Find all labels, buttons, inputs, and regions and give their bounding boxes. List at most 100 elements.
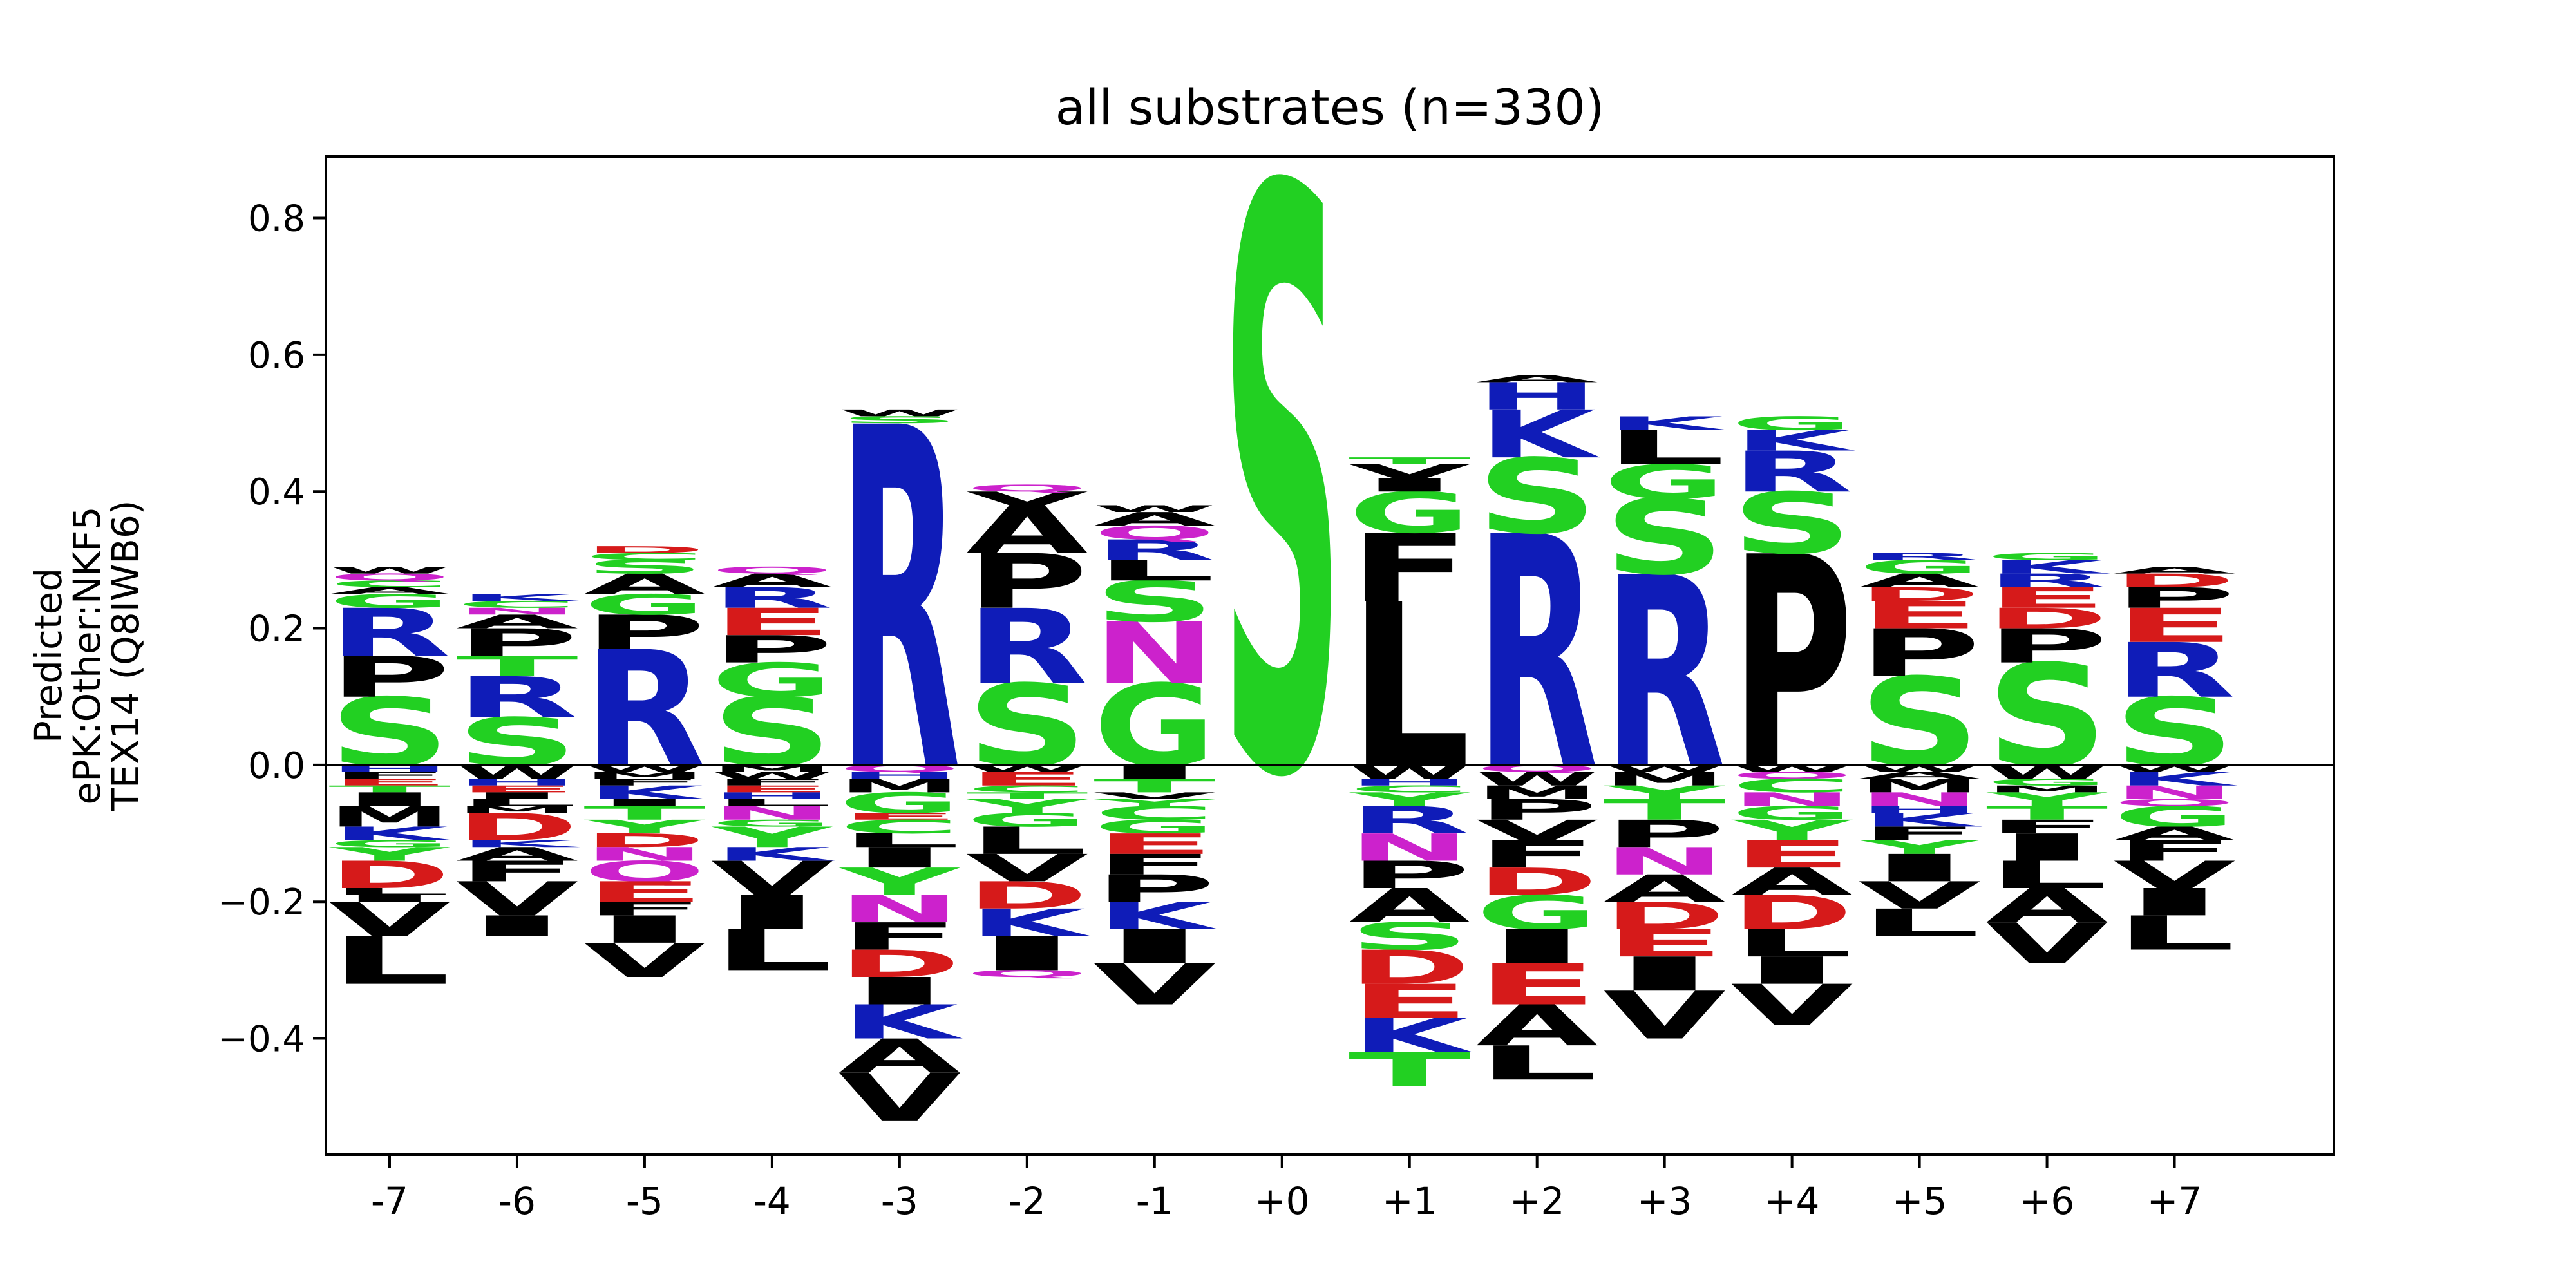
y-tick-label: 0.8 (248, 198, 305, 240)
logo-letter-K: K (1479, 397, 1600, 473)
logo-letter-E: E (2114, 598, 2236, 653)
logo-letter-I: I (838, 842, 961, 875)
logo-letter-L: L (1094, 554, 1216, 587)
logo-letter-E: E (583, 876, 706, 909)
logo-letter-E: E (711, 600, 833, 644)
logo-letter-Q: Q (2114, 797, 2236, 808)
logo-letter-K: K (459, 592, 580, 603)
logo-letter-F: F (838, 915, 961, 959)
logo-letter-V: V (1094, 952, 1216, 1018)
logo-letter-A: A (328, 585, 451, 596)
logo-letter-F: F (711, 777, 833, 788)
logo-letter-S: S (583, 556, 706, 578)
logo-letter-P: P (1094, 867, 1216, 911)
x-tick-label: -2 (1009, 1179, 1046, 1223)
logo-letter-F: F (1476, 833, 1598, 876)
logo-letter-A: A (1859, 570, 1981, 592)
logo-letter-R: R (1604, 522, 1726, 828)
logo-letter-L: L (1986, 853, 2108, 897)
x-axis-ticks: -7 -6 -5 -4 -3 -2 -1 +0 +1 +2 +3 +4 +5 +6 +7 (371, 1155, 2202, 1223)
logo-letter-S: S (2114, 678, 2236, 787)
logo-letter-F: F (1986, 816, 2108, 838)
logo-letter-E: E (1731, 833, 1853, 876)
logo-letter-Y: Y (838, 860, 960, 904)
logo-letter-S: S (1221, 26, 1343, 953)
logo-letter-I: I (966, 927, 1088, 981)
x-tick-label: +7 (2147, 1179, 2202, 1223)
logo-letter-A: A (1476, 994, 1598, 1059)
logo-letter-F: F (456, 855, 578, 888)
logo-letter-D: D (328, 853, 451, 897)
logo-letter-G: G (1604, 455, 1726, 509)
logo-letter-D: D (583, 544, 706, 555)
logo-letter-T: T (1349, 1043, 1471, 1098)
logo-letter-A: A (456, 611, 578, 633)
logo-letter-H: H (1476, 375, 1598, 419)
logo-letter-S: S (1604, 478, 1726, 598)
logo-letter-W: W (711, 770, 833, 781)
logo-letter-Y: Y (1731, 814, 1853, 847)
logo-letter-H: H (456, 777, 578, 788)
x-tick-label: -5 (626, 1179, 663, 1223)
logo-letter-H: H (1859, 804, 1981, 815)
logo-letter-P: P (1604, 813, 1726, 856)
logo-letter-K: K (969, 902, 1090, 945)
logo-letter-T: T (1986, 802, 2108, 824)
logo-letter-L: L (966, 819, 1088, 863)
logo-letter-K: K (1096, 895, 1218, 938)
logo-letter-P: P (1859, 616, 1981, 692)
y-tick-label: 0.0 (248, 745, 305, 787)
x-tick-label: -7 (371, 1179, 408, 1223)
logo-letter-H: H (1349, 777, 1471, 788)
logo-letter-S: S (966, 661, 1088, 792)
logo-letter-A: A (583, 568, 706, 601)
x-tick-label: -4 (753, 1179, 791, 1223)
logo-letter-K: K (841, 995, 963, 1050)
logo-letter-L: L (1859, 901, 1981, 945)
logo-letter-N: N (1731, 789, 1853, 811)
logo-letter-Y: Y (1349, 789, 1471, 811)
logo-letter-N: N (1859, 789, 1981, 811)
logo-letter-I: I (1349, 474, 1471, 496)
logo-letter-M: M (456, 804, 578, 815)
x-tick-label: +2 (1510, 1179, 1565, 1223)
logo-letter-K: K (1861, 810, 1983, 831)
logo-letter-V: V (583, 934, 706, 989)
logo-letter-M: M (1604, 768, 1726, 790)
logo-letter-N: N (1604, 840, 1726, 884)
logo-letter-L: L (456, 797, 578, 808)
logo-letter-E: E (838, 811, 961, 822)
logo-letter-K: K (1989, 556, 2110, 578)
logo-letter-G: G (328, 591, 451, 612)
chart-title: all substrates (n=330) (1056, 79, 1605, 136)
plot-frame (325, 155, 2335, 1156)
logo-letter-M: M (328, 800, 451, 833)
logo-letter-D: D (838, 942, 961, 986)
logo-letter-I: I (1859, 846, 1981, 890)
logo-letter-W: W (838, 408, 961, 419)
logo-letter-R: R (583, 618, 706, 803)
y-axis-label-line-1: Predicted (26, 568, 70, 743)
y-tick-label: 0.6 (248, 335, 305, 377)
logo-letter-Y: Y (1986, 789, 2108, 811)
y-axis-label: Predicted ePK:Other:NKF5 TEX14 (Q8IWB6) (26, 500, 147, 811)
logo-letter-D: D (1859, 583, 1981, 605)
logo-letter-C: C (1731, 775, 1853, 797)
logo-letter-G: G (328, 838, 451, 849)
logo-letter-Q: Q (1094, 522, 1216, 544)
x-tick-label: +1 (1382, 1179, 1437, 1223)
logo-letter-F: F (2114, 835, 2236, 867)
logo-letter-K: K (459, 838, 580, 849)
logo-letter-I: I (328, 893, 451, 904)
logo-letter-F: F (583, 898, 706, 920)
logo-letter-S: S (711, 678, 833, 787)
logo-letter-T: T (1094, 775, 1216, 797)
logo-letter-C: C (1349, 784, 1471, 795)
logo-letter-Y: Y (1859, 837, 1981, 858)
logo-letter-F: F (1349, 515, 1471, 623)
logo-letter-G: G (711, 818, 833, 829)
logo-letter-A: A (966, 493, 1088, 569)
logo-letter-D: D (1476, 860, 1598, 904)
logo-letter-L: L (711, 797, 833, 808)
logo-letter-G: G (1859, 556, 1981, 578)
